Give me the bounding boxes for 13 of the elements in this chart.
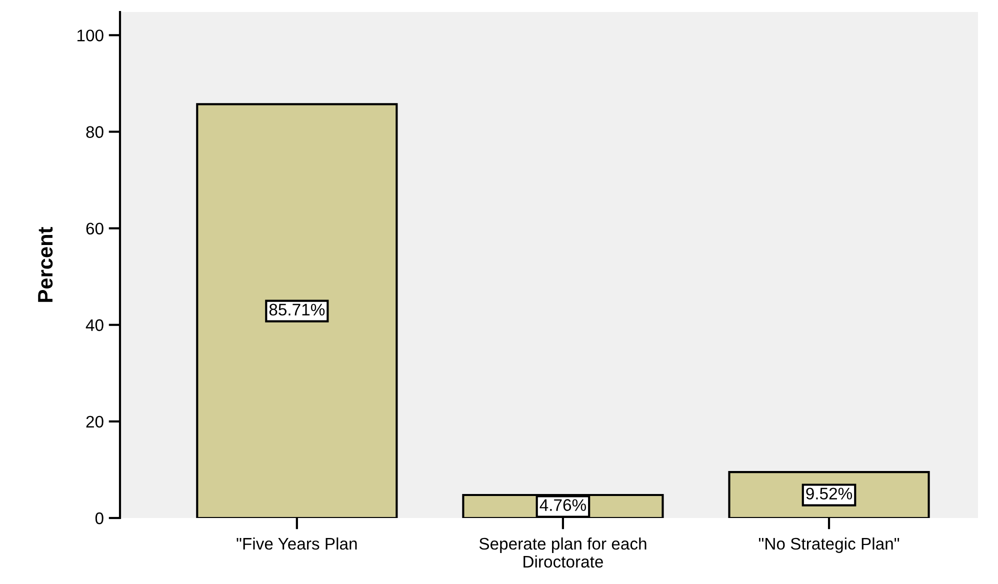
x-tick-label: "No Strategic Plan" xyxy=(758,537,900,553)
data-label: 9.52% xyxy=(806,488,852,500)
data-label: 85.71% xyxy=(269,304,325,316)
y-tick-label: 100 xyxy=(77,30,104,42)
y-tick-label: 80 xyxy=(86,126,104,138)
y-tick-label: 20 xyxy=(86,416,104,428)
y-axis-title: Percent xyxy=(38,227,53,302)
y-tick-label: 60 xyxy=(86,222,104,235)
y-tick-label: 40 xyxy=(86,319,104,332)
x-tick-label: Seperate plan for each Diroctorate xyxy=(479,537,646,568)
data-label: 4.76% xyxy=(540,499,586,511)
y-tick-label: 0 xyxy=(95,512,104,524)
x-tick-label: "Five Years Plan xyxy=(236,537,357,550)
